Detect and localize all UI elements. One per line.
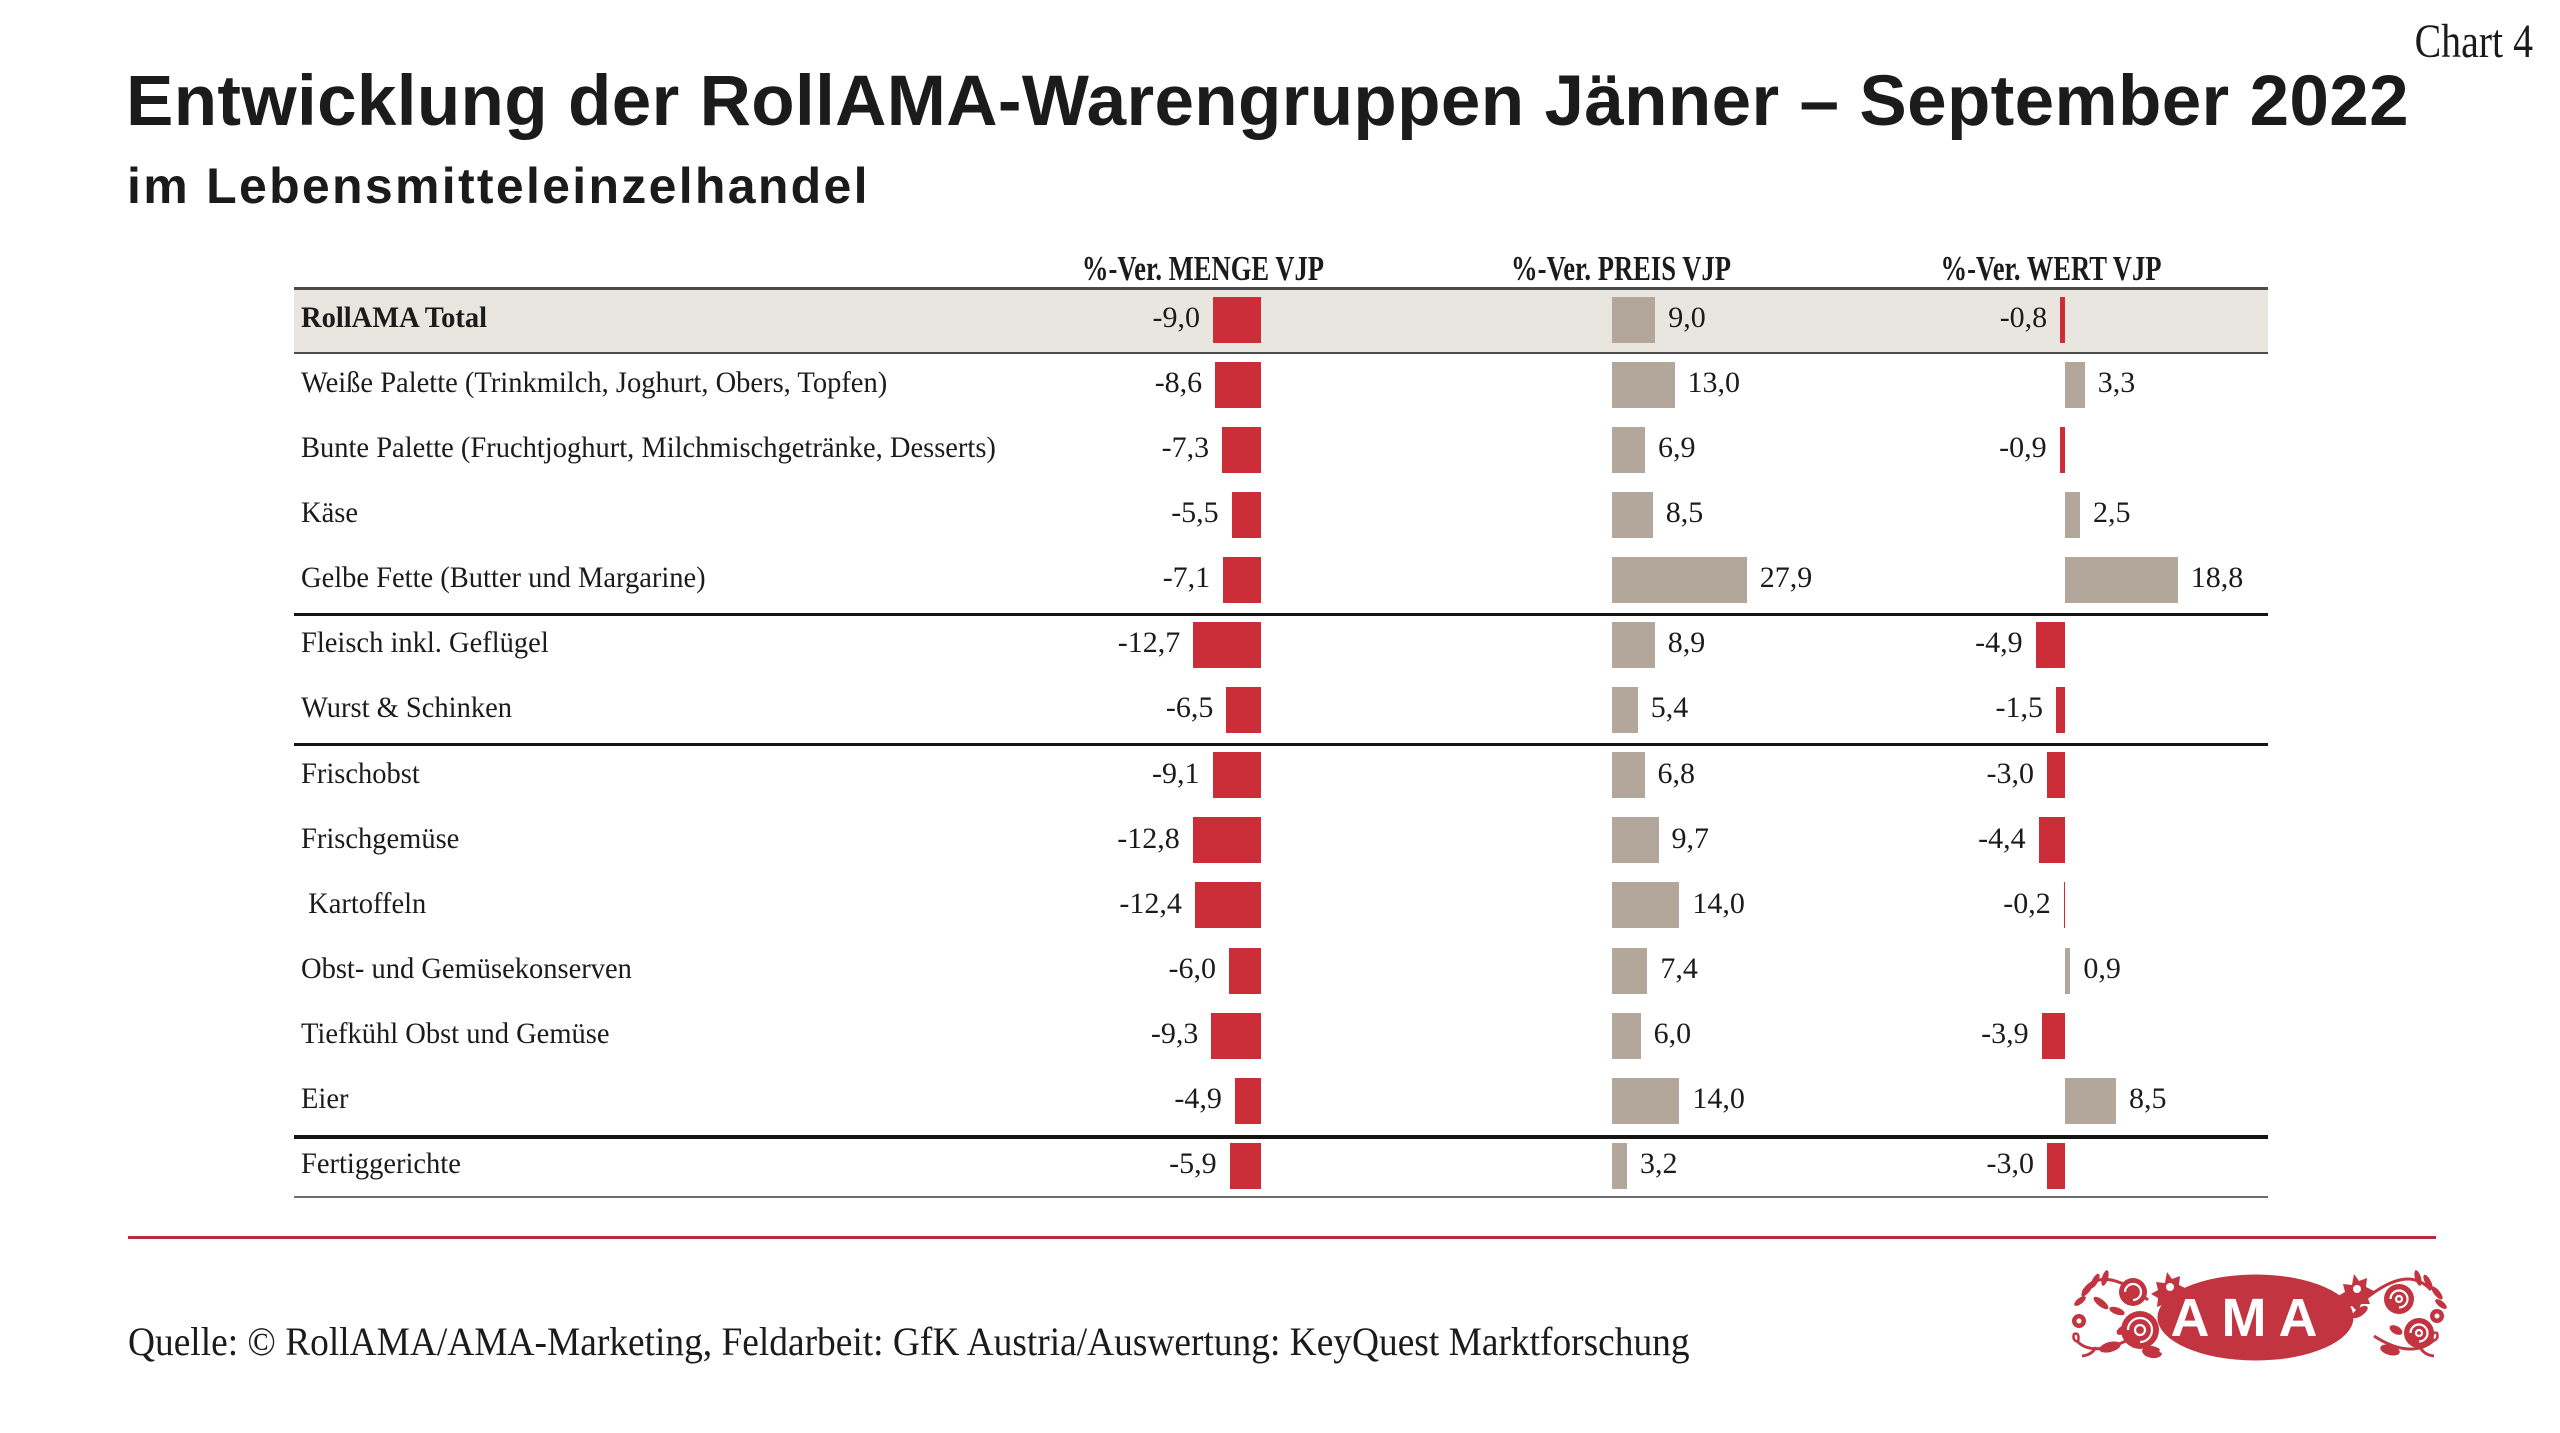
svg-text:AMA: AMA xyxy=(2171,1288,2330,1348)
